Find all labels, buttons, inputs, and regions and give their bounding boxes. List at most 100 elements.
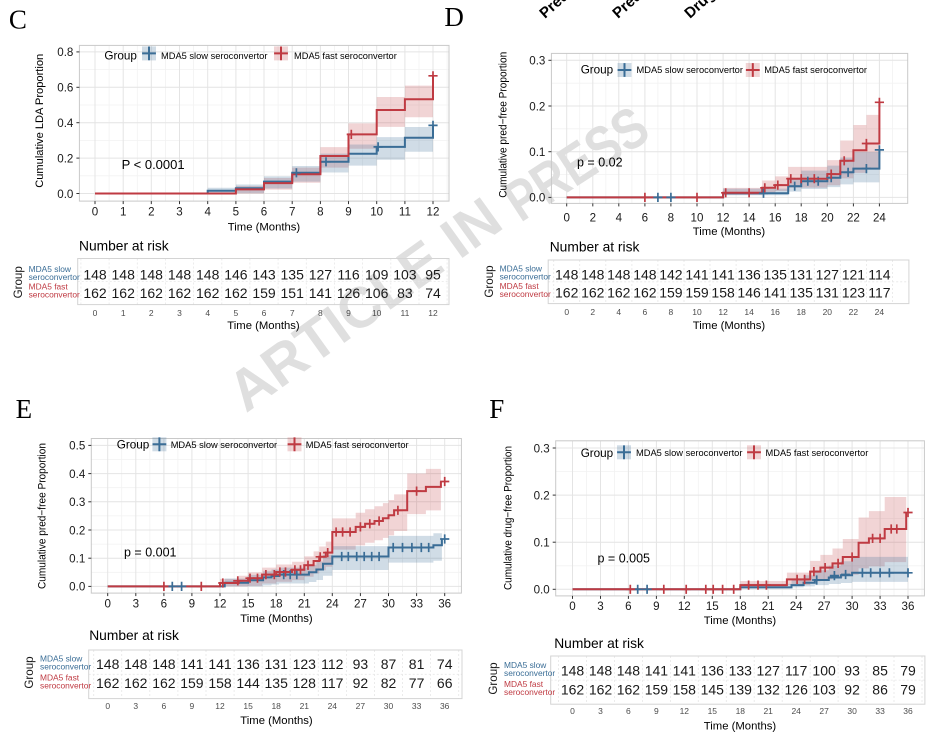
svg-text:10: 10 — [691, 212, 704, 225]
svg-text:148: 148 — [96, 656, 120, 672]
svg-text:106: 106 — [365, 285, 389, 301]
svg-text:E: E — [16, 394, 32, 424]
svg-text:151: 151 — [281, 285, 305, 301]
svg-text:11: 11 — [400, 308, 409, 318]
svg-text:Time (Months): Time (Months) — [227, 320, 300, 332]
svg-text:146: 146 — [737, 285, 761, 301]
svg-text:24: 24 — [790, 600, 803, 613]
svg-text:135: 135 — [265, 675, 289, 691]
svg-text:1: 1 — [121, 308, 126, 318]
svg-text:0.2: 0.2 — [529, 100, 545, 113]
svg-text:0.0: 0.0 — [534, 584, 550, 597]
svg-text:2: 2 — [149, 308, 154, 318]
svg-text:148: 148 — [589, 663, 613, 679]
svg-text:24: 24 — [326, 598, 339, 611]
svg-text:18: 18 — [796, 307, 806, 317]
svg-text:20: 20 — [823, 307, 833, 317]
svg-text:0.3: 0.3 — [529, 55, 545, 68]
svg-text:6: 6 — [626, 706, 631, 716]
svg-text:103: 103 — [393, 267, 417, 283]
svg-text:131: 131 — [790, 266, 814, 282]
svg-text:Number at risk: Number at risk — [79, 239, 169, 254]
svg-text:3: 3 — [597, 600, 603, 613]
svg-text:10: 10 — [370, 206, 383, 219]
svg-text:MDA5 slow: MDA5 slow — [40, 654, 83, 664]
svg-text:112: 112 — [321, 656, 344, 672]
svg-text:D: D — [444, 2, 464, 32]
svg-text:100: 100 — [812, 663, 836, 679]
svg-text:162: 162 — [581, 285, 605, 301]
svg-text:0: 0 — [105, 701, 110, 711]
svg-text:12: 12 — [428, 308, 438, 318]
svg-text:162: 162 — [124, 675, 148, 691]
svg-text:131: 131 — [265, 656, 289, 672]
svg-text:2: 2 — [590, 307, 595, 317]
svg-text:162: 162 — [96, 675, 120, 691]
svg-text:6: 6 — [643, 307, 648, 317]
svg-text:8: 8 — [669, 307, 674, 317]
svg-text:18: 18 — [736, 706, 746, 716]
svg-text:6: 6 — [625, 600, 631, 613]
svg-text:162: 162 — [196, 285, 220, 301]
svg-text:148: 148 — [152, 656, 176, 672]
svg-text:seroconvertor: seroconvertor — [504, 668, 555, 678]
svg-text:148: 148 — [196, 267, 220, 283]
svg-text:162: 162 — [589, 682, 613, 698]
svg-text:24: 24 — [875, 307, 885, 317]
svg-text:Group: Group — [487, 662, 500, 694]
svg-text:9: 9 — [189, 598, 195, 611]
svg-text:8: 8 — [668, 212, 674, 225]
svg-text:seroconvertor: seroconvertor — [40, 681, 91, 691]
svg-text:0.1: 0.1 — [529, 146, 545, 159]
svg-text:123: 123 — [842, 285, 866, 301]
svg-text:0.0: 0.0 — [57, 188, 73, 201]
svg-text:141: 141 — [645, 663, 669, 679]
svg-text:20: 20 — [821, 212, 834, 225]
svg-text:148: 148 — [124, 656, 148, 672]
svg-text:Time (Months): Time (Months) — [704, 721, 777, 733]
svg-text:148: 148 — [607, 266, 631, 282]
svg-text:18: 18 — [270, 598, 283, 611]
svg-text:148: 148 — [581, 266, 605, 282]
svg-text:MDA5 fast: MDA5 fast — [40, 673, 80, 683]
svg-text:117: 117 — [321, 675, 344, 691]
svg-text:85: 85 — [872, 663, 888, 679]
svg-text:158: 158 — [673, 682, 697, 698]
svg-text:6: 6 — [642, 212, 648, 225]
svg-text:24: 24 — [791, 706, 801, 716]
svg-text:22: 22 — [849, 307, 859, 317]
svg-text:7: 7 — [289, 206, 295, 219]
svg-text:Time (Months): Time (Months) — [240, 715, 313, 727]
svg-text:79: 79 — [900, 663, 916, 679]
svg-text:MDA5 slow: MDA5 slow — [504, 660, 547, 670]
svg-text:15: 15 — [706, 600, 719, 613]
svg-text:148: 148 — [633, 266, 657, 282]
svg-text:82: 82 — [381, 675, 397, 691]
svg-text:148: 148 — [561, 663, 585, 679]
svg-text:27: 27 — [819, 706, 829, 716]
svg-text:135: 135 — [281, 267, 305, 283]
svg-text:6: 6 — [261, 206, 267, 219]
svg-text:seroconvertor: seroconvertor — [500, 272, 551, 282]
svg-text:135: 135 — [764, 266, 788, 282]
svg-text:30: 30 — [847, 706, 857, 716]
svg-text:87: 87 — [381, 656, 397, 672]
svg-text:158: 158 — [208, 675, 232, 691]
svg-text:3: 3 — [133, 701, 138, 711]
svg-text:136: 136 — [701, 663, 725, 679]
svg-text:148: 148 — [83, 267, 107, 283]
svg-text:MDA5 fast: MDA5 fast — [29, 282, 69, 292]
svg-text:p = 0.001: p = 0.001 — [124, 546, 177, 560]
svg-text:36: 36 — [903, 706, 913, 716]
svg-text:162: 162 — [607, 285, 631, 301]
svg-text:6: 6 — [162, 701, 167, 711]
svg-text:0: 0 — [92, 206, 98, 219]
svg-text:162: 162 — [555, 285, 579, 301]
svg-text:Time (Months): Time (Months) — [693, 226, 766, 238]
svg-text:21: 21 — [762, 600, 775, 613]
svg-text:30: 30 — [384, 701, 394, 711]
svg-text:0.2: 0.2 — [57, 152, 73, 165]
svg-text:9: 9 — [345, 206, 351, 219]
svg-text:159: 159 — [180, 675, 204, 691]
svg-text:133: 133 — [729, 663, 753, 679]
